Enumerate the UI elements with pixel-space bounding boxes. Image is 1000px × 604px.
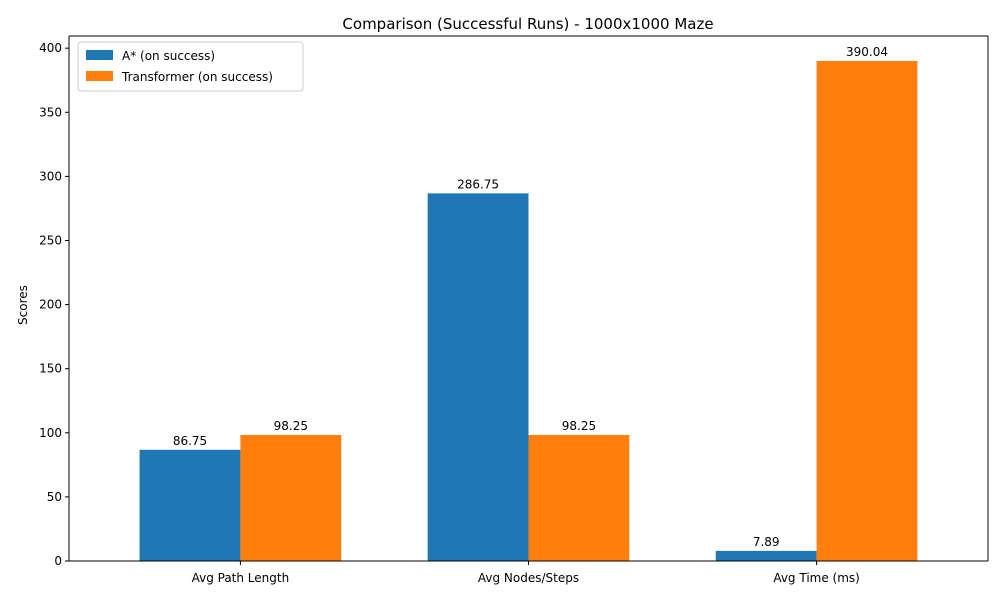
x-tick-label-1: Avg Nodes/Steps <box>478 571 579 585</box>
plot-area: 86.75 286.75 7.89 98.25 98.25 390.04 0 50 100 150… <box>39 35 989 585</box>
data-label-s1-c1: 98.25 <box>562 419 596 433</box>
bar-s1-c2 <box>816 60 918 561</box>
bar-s0-c0 <box>139 449 241 561</box>
bar-s1-c0 <box>240 435 342 561</box>
y-tick-label-8: 400 <box>39 41 62 55</box>
y-tick-label-4: 200 <box>39 298 62 312</box>
bar-s1-c1 <box>528 435 630 561</box>
y-tick-label-5: 250 <box>39 233 62 247</box>
y-tick-label-3: 150 <box>39 362 62 376</box>
bar-s0-c2 <box>715 550 817 561</box>
y-axis-label: Scores <box>16 285 30 325</box>
legend-swatch-transformer <box>86 71 113 81</box>
y-tick-label-6: 300 <box>39 169 62 183</box>
legend-label-transformer: Transformer (on success) <box>121 70 273 84</box>
y-tick-label-1: 50 <box>47 490 62 504</box>
data-label-s0-c2: 7.89 <box>753 535 780 549</box>
x-tick-label-2: Avg Time (ms) <box>773 571 860 585</box>
y-tick-label-7: 350 <box>39 105 62 119</box>
legend-swatch-astar <box>86 50 113 60</box>
legend-label-astar: A* (on success) <box>122 49 215 63</box>
x-tick-label-0: Avg Path Length <box>192 571 290 585</box>
y-tick-label-2: 100 <box>39 426 62 440</box>
bar-s0-c1 <box>427 193 529 561</box>
legend: A* (on success) Transformer (on success) <box>77 41 304 92</box>
legend-frame <box>77 41 304 92</box>
data-label-s0-c1: 286.75 <box>457 177 499 191</box>
data-label-s1-c2: 390.04 <box>846 45 888 59</box>
y-tick-label-0: 0 <box>54 554 62 568</box>
chart-title: Comparison (Successful Runs) - 1000x1000… <box>342 15 713 33</box>
data-label-s1-c0: 98.25 <box>274 419 308 433</box>
data-label-s0-c0: 86.75 <box>173 434 207 448</box>
